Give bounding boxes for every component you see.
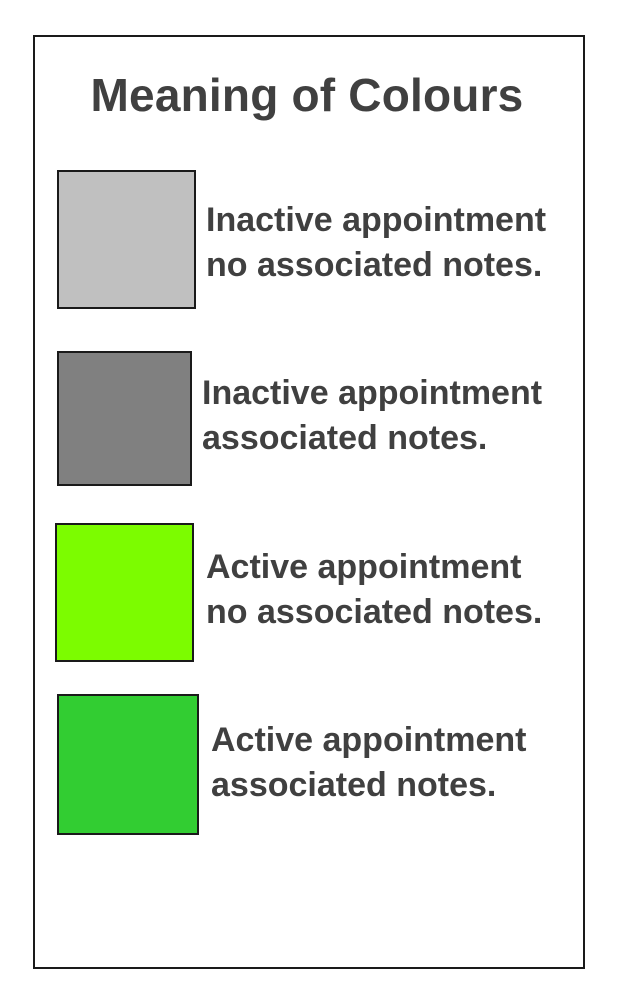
label-inactive-no-notes: Inactive appointment no associated notes… <box>206 198 546 288</box>
swatch-active-notes <box>57 694 199 835</box>
label-inactive-notes: Inactive appointment associated notes. <box>202 371 542 461</box>
legend-title: Meaning of Colours <box>90 69 524 121</box>
label-active-notes: Active appointment associated notes. <box>211 718 526 808</box>
label-line2: associated notes. <box>202 419 488 457</box>
label-line1: Active appointment <box>206 548 522 586</box>
label-line2: no associated notes. <box>206 246 543 284</box>
label-line2: no associated notes. <box>206 593 543 631</box>
swatch-active-no-notes <box>55 523 194 662</box>
swatch-inactive-notes <box>57 351 192 486</box>
swatch-inactive-no-notes <box>57 170 196 309</box>
label-line1: Inactive appointment <box>206 201 547 239</box>
label-line1: Inactive appointment <box>202 374 543 412</box>
label-line2: associated notes. <box>211 766 497 804</box>
label-active-no-notes: Active appointment no associated notes. <box>206 545 542 635</box>
label-line1: Active appointment <box>211 721 527 759</box>
